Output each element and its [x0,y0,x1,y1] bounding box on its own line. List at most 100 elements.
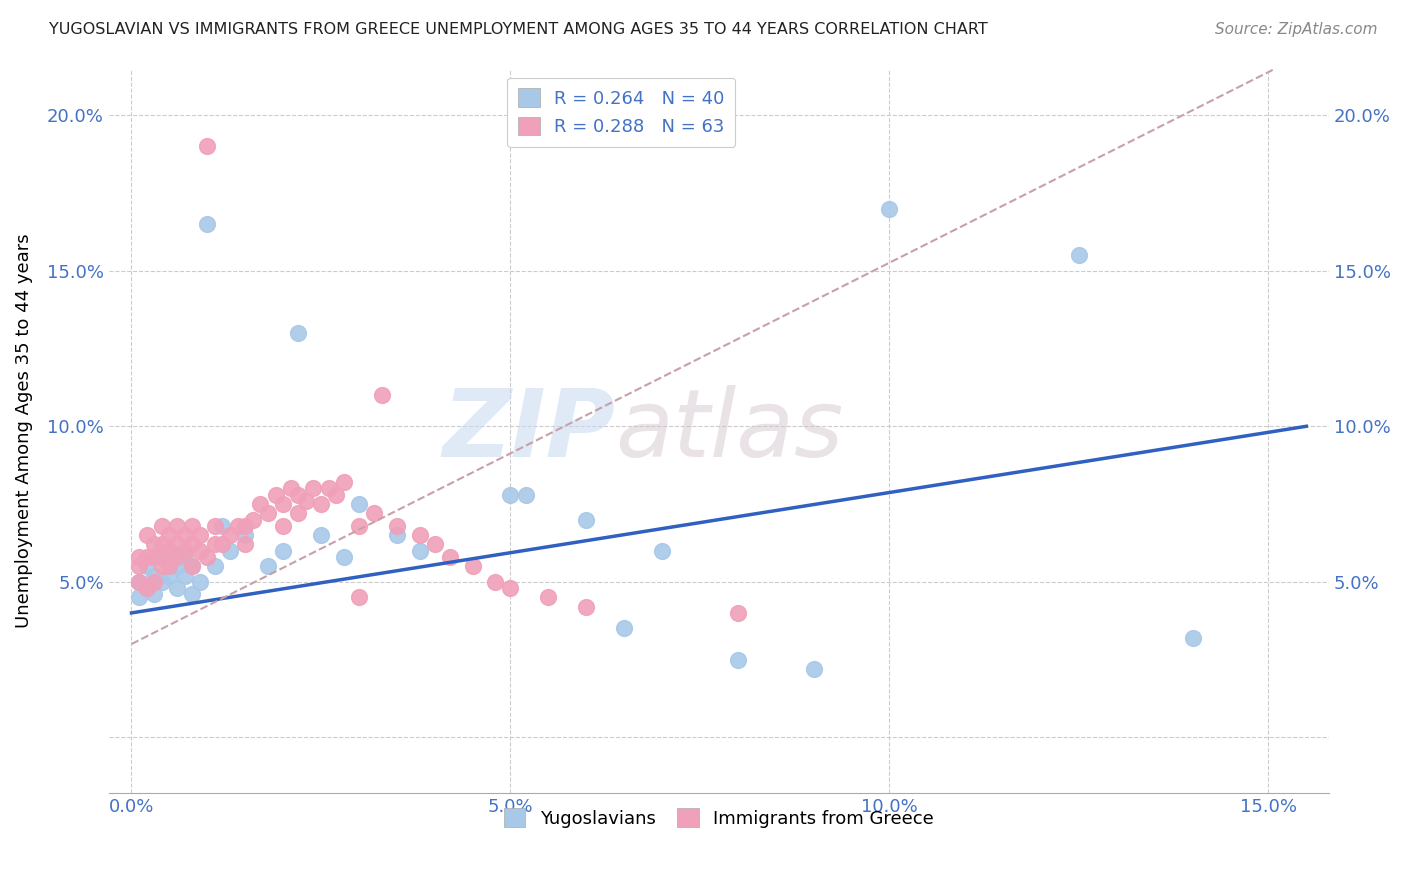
Point [173,543,195,558]
Text: ZIP: ZIP [443,385,616,477]
Point [181,559,204,574]
Point [271,497,294,511]
Point [332,475,354,490]
Point [166,537,188,551]
Point [166,549,188,564]
Point [166,581,188,595]
Point [385,518,408,533]
Point [439,549,461,564]
Point [188,574,211,589]
Point [385,528,408,542]
Point [257,507,280,521]
Point [150,537,173,551]
Point [347,518,370,533]
Point [211,537,233,551]
Point [287,326,309,340]
Point [575,513,598,527]
Point [181,587,204,601]
Point [128,559,150,574]
Point [181,518,204,533]
Point [204,537,226,551]
Point [287,507,309,521]
Point [135,581,157,595]
Text: atlas: atlas [616,385,844,476]
Point [233,518,256,533]
Point [166,559,188,574]
Point [727,606,749,620]
Point [651,543,673,558]
Point [423,537,446,551]
Point [249,497,271,511]
Point [188,543,211,558]
Point [143,549,166,564]
Point [157,543,180,558]
Point [280,482,302,496]
Point [128,591,150,605]
Point [302,482,325,496]
Point [181,559,204,574]
Point [271,518,294,533]
Point [204,559,226,574]
Point [150,574,173,589]
Point [363,507,385,521]
Point [150,559,173,574]
Point [408,543,430,558]
Point [295,494,318,508]
Point [211,518,233,533]
Point [727,652,749,666]
Point [575,599,598,614]
Point [537,591,560,605]
Point [188,528,211,542]
Point [128,574,150,589]
Point [204,518,226,533]
Point [1067,248,1090,262]
Point [233,528,256,542]
Point [613,622,636,636]
Point [264,488,287,502]
Point [173,528,195,542]
Point [309,497,332,511]
Point [1181,631,1204,645]
Point [150,549,173,564]
Point [332,549,354,564]
Point [135,559,157,574]
Point [157,543,180,558]
Point [461,559,484,574]
Point [347,497,370,511]
Point [499,488,522,502]
Point [309,528,332,542]
Point [226,518,249,533]
Point [173,568,195,582]
Point [219,543,242,558]
Point [515,488,537,502]
Point [135,581,157,595]
Point [233,537,256,551]
Point [157,568,180,582]
Point [219,528,242,542]
Point [195,549,218,564]
Point [347,591,370,605]
Point [128,574,150,589]
Point [242,513,264,527]
Point [257,559,280,574]
Point [157,528,180,542]
Point [287,488,309,502]
Point [879,202,901,216]
Point [181,537,204,551]
Point [150,518,173,533]
Point [128,549,150,564]
Point [195,217,218,231]
Legend: Yugoslavians, Immigrants from Greece: Yugoslavians, Immigrants from Greece [496,801,942,835]
Point [370,388,392,402]
Point [143,587,166,601]
Point [135,549,157,564]
Point [135,528,157,542]
Point [271,543,294,558]
Point [408,528,430,542]
Point [195,139,218,153]
Point [803,662,825,676]
Y-axis label: Unemployment Among Ages 35 to 44 years: Unemployment Among Ages 35 to 44 years [15,234,32,628]
Point [325,488,347,502]
Point [143,537,166,551]
Point [166,518,188,533]
